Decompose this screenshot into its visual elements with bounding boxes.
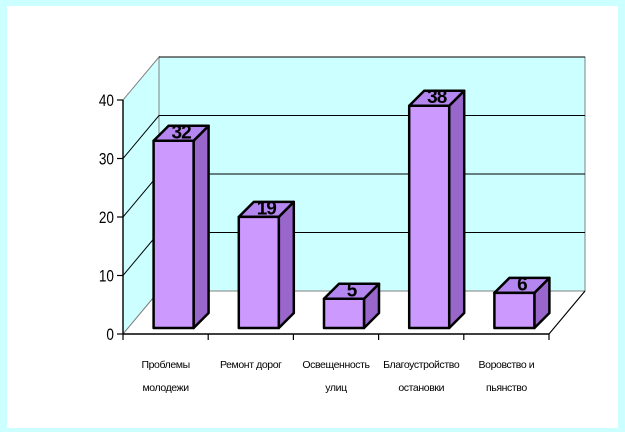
data-label: 19 bbox=[257, 198, 277, 219]
category-label-line: остановки bbox=[398, 382, 444, 394]
category-labels: Проблемы молодежи Ремонт дорог Освещенность… bbox=[141, 359, 535, 394]
category-label-line: пьянство bbox=[486, 382, 527, 394]
floor-edge bbox=[548, 290, 586, 335]
category-label-line: Ремонт дорог bbox=[220, 359, 282, 371]
data-label: 32 bbox=[172, 122, 192, 143]
bar bbox=[322, 282, 381, 330]
bar bbox=[407, 89, 466, 330]
data-labels: 32 19 5 38 6 bbox=[172, 87, 529, 301]
bar-side bbox=[192, 124, 210, 330]
bars bbox=[152, 89, 551, 330]
y-tick-label: 0 bbox=[106, 326, 114, 345]
category-label: Освещенность улиц bbox=[302, 359, 370, 394]
y-tick-label: 20 bbox=[99, 209, 114, 228]
bar-side bbox=[277, 200, 296, 330]
bar-side bbox=[447, 89, 466, 330]
bar-chart: 0 10 20 30 40 32 19 5 38 6 Проблемы молодежи Ремон… bbox=[99, 55, 587, 394]
y-tick-label: 30 bbox=[99, 150, 114, 169]
chart-frame: 0 10 20 30 40 32 19 5 38 6 Проблемы молодежи Ремон… bbox=[7, 6, 618, 428]
category-label: Благоустройство остановки bbox=[383, 359, 460, 394]
bar-front bbox=[322, 297, 366, 330]
bar-front bbox=[407, 104, 451, 330]
y-tick-label: 40 bbox=[99, 92, 114, 111]
bar-front bbox=[152, 139, 195, 330]
data-label: 6 bbox=[517, 274, 527, 295]
category-label-line: Воровство и bbox=[479, 359, 535, 371]
category-label-line: улиц bbox=[325, 382, 347, 394]
category-label-line: Благоустройство bbox=[383, 359, 460, 371]
category-label-line: Проблемы bbox=[141, 359, 189, 371]
data-label: 5 bbox=[347, 280, 358, 301]
bar-front bbox=[493, 291, 536, 330]
category-label-line: молодежи bbox=[142, 382, 189, 394]
y-tick-label: 10 bbox=[99, 267, 114, 286]
bar bbox=[237, 200, 296, 330]
category-label: Воровство и пьянство bbox=[479, 359, 535, 394]
category-label-line: Освещенность bbox=[302, 359, 370, 371]
data-label: 38 bbox=[427, 87, 447, 108]
axes bbox=[117, 99, 586, 340]
category-label: Ремонт дорог bbox=[220, 359, 282, 371]
bar-front bbox=[237, 215, 281, 330]
y-axis-tick-labels: 0 10 20 30 40 bbox=[99, 92, 114, 345]
bar bbox=[152, 124, 210, 330]
bar bbox=[493, 276, 551, 330]
category-label: Проблемы молодежи bbox=[141, 359, 189, 394]
